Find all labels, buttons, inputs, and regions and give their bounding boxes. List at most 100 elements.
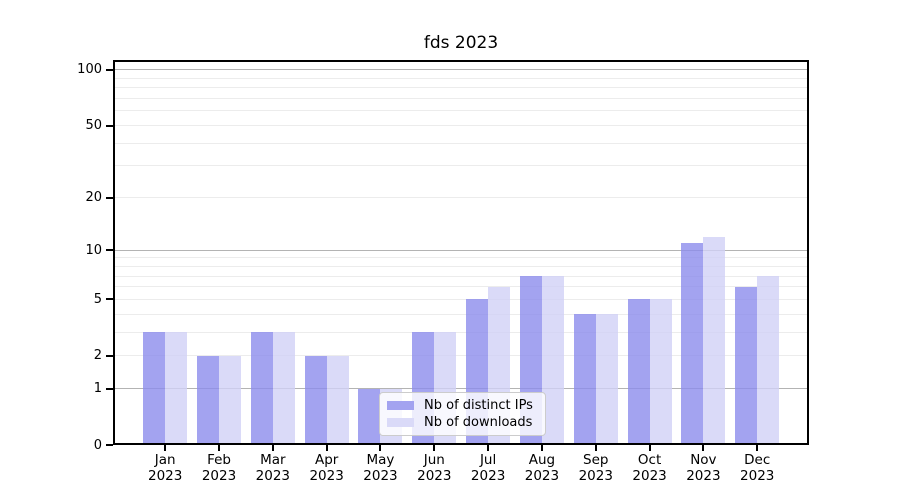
- y-tick-mark: [106, 387, 113, 390]
- minor-gridline: [115, 98, 807, 100]
- x-tick-month: Apr: [314, 452, 339, 468]
- x-tick-label: Jun 2023: [402, 452, 466, 484]
- x-tick-year: 2023: [632, 468, 667, 484]
- x-tick-mark: [325, 445, 328, 451]
- x-tick-label: Feb 2023: [187, 452, 251, 484]
- y-tick-label: 1: [93, 381, 102, 397]
- x-tick-year: 2023: [740, 468, 775, 484]
- minor-gridline: [115, 87, 807, 89]
- y-tick-label: 10: [85, 242, 102, 258]
- x-tick-month: Nov: [690, 452, 717, 468]
- minor-gridline: [115, 110, 807, 112]
- x-tick-month: Mar: [260, 452, 286, 468]
- legend-label-downloads: Nb of downloads: [424, 415, 533, 430]
- y-tick-label: 2: [93, 348, 102, 364]
- minor-gridline: [115, 257, 807, 259]
- x-tick-mark: [218, 445, 221, 451]
- minor-gridline: [115, 286, 807, 288]
- legend-label-distinct-ips: Nb of distinct IPs: [424, 398, 533, 413]
- x-tick-label: Oct 2023: [618, 452, 682, 484]
- bar-distinct-ips-may: [358, 388, 381, 445]
- x-tick-label: Apr 2023: [295, 452, 359, 484]
- x-tick-mark: [433, 445, 436, 451]
- x-tick-month: Oct: [637, 452, 662, 468]
- legend-item-distinct-ips: Nb of distinct IPs: [387, 397, 537, 414]
- x-tick-year: 2023: [148, 468, 183, 484]
- y-tick-mark: [106, 444, 113, 446]
- bar-downloads-jan: [165, 332, 188, 445]
- x-tick-year: 2023: [201, 468, 237, 484]
- x-tick-label: Nov 2023: [671, 452, 735, 484]
- y-tick-mark: [106, 68, 113, 71]
- x-tick-mark: [756, 445, 759, 451]
- y-tick-label: 20: [85, 190, 102, 206]
- x-tick-mark: [702, 445, 705, 451]
- bar-downloads-feb: [219, 355, 242, 445]
- bar-distinct-ips-sep: [573, 314, 596, 445]
- y-tick-mark: [106, 249, 113, 252]
- x-tick-label: Sep 2023: [564, 452, 628, 484]
- x-tick-year: 2023: [578, 468, 613, 484]
- y-tick-label: 5: [93, 291, 102, 307]
- legend-swatch-downloads: [387, 418, 414, 427]
- x-tick-month: Jun: [423, 452, 445, 468]
- minor-gridline: [115, 165, 807, 167]
- x-tick-label: Dec 2023: [725, 452, 789, 484]
- minor-gridline: [115, 142, 807, 144]
- x-tick-month: Feb: [207, 452, 231, 468]
- x-tick-month: May: [366, 452, 395, 468]
- x-tick-year: 2023: [363, 468, 398, 484]
- x-tick-month: Dec: [744, 452, 771, 468]
- minor-gridline: [115, 197, 807, 199]
- y-tick-mark: [106, 354, 113, 357]
- major-gridline: [115, 388, 807, 390]
- x-tick-year: 2023: [686, 468, 721, 484]
- x-tick-mark: [648, 445, 651, 451]
- bar-distinct-ips-jan: [143, 332, 166, 445]
- bar-downloads-oct: [649, 299, 672, 445]
- x-tick-year: 2023: [255, 468, 290, 484]
- x-tick-month: Jan: [154, 452, 176, 468]
- legend: Nb of distinct IPs Nb of downloads: [379, 392, 546, 436]
- x-tick-month: Sep: [583, 452, 609, 468]
- minor-gridline: [115, 77, 807, 79]
- bar-downloads-sep: [595, 314, 618, 445]
- x-tick-label: Jan 2023: [133, 452, 197, 484]
- minor-gridline: [115, 355, 807, 357]
- minor-gridline: [115, 125, 807, 126]
- bar-distinct-ips-feb: [197, 355, 220, 445]
- x-tick-mark: [487, 445, 490, 451]
- x-tick-mark: [540, 445, 543, 451]
- x-tick-year: 2023: [417, 468, 452, 484]
- legend-swatch-distinct-ips: [387, 401, 414, 410]
- bar-distinct-ips-nov: [681, 243, 704, 445]
- x-tick-mark: [271, 445, 274, 451]
- y-tick-mark: [106, 124, 113, 127]
- chart-title: fds 2023: [423, 33, 499, 53]
- major-gridline: [115, 69, 807, 71]
- y-tick-mark: [106, 196, 113, 199]
- x-tick-mark: [379, 445, 382, 451]
- major-gridline: [115, 249, 807, 251]
- x-tick-month: Jul: [479, 452, 497, 468]
- x-tick-label: Aug 2023: [510, 452, 574, 484]
- y-tick-label: 0: [93, 437, 102, 453]
- bar-downloads-nov: [703, 236, 726, 445]
- bar-distinct-ips-mar: [250, 332, 273, 445]
- legend-item-downloads: Nb of downloads: [387, 414, 537, 431]
- bar-downloads-aug: [541, 276, 564, 445]
- x-tick-label: Jul 2023: [456, 452, 520, 484]
- y-tick-label: 100: [77, 62, 102, 78]
- bar-distinct-ips-oct: [627, 299, 650, 445]
- bar-downloads-mar: [272, 332, 295, 445]
- minor-gridline: [115, 298, 807, 300]
- x-tick-year: 2023: [524, 468, 560, 484]
- bar-downloads-dec: [757, 276, 780, 445]
- x-tick-year: 2023: [470, 468, 506, 484]
- x-tick-year: 2023: [309, 468, 344, 484]
- x-tick-label: May 2023: [348, 452, 412, 484]
- y-tick-mark: [106, 298, 113, 301]
- bar-distinct-ips-dec: [735, 286, 758, 445]
- x-tick-month: Aug: [528, 452, 556, 468]
- x-tick-mark: [594, 445, 597, 451]
